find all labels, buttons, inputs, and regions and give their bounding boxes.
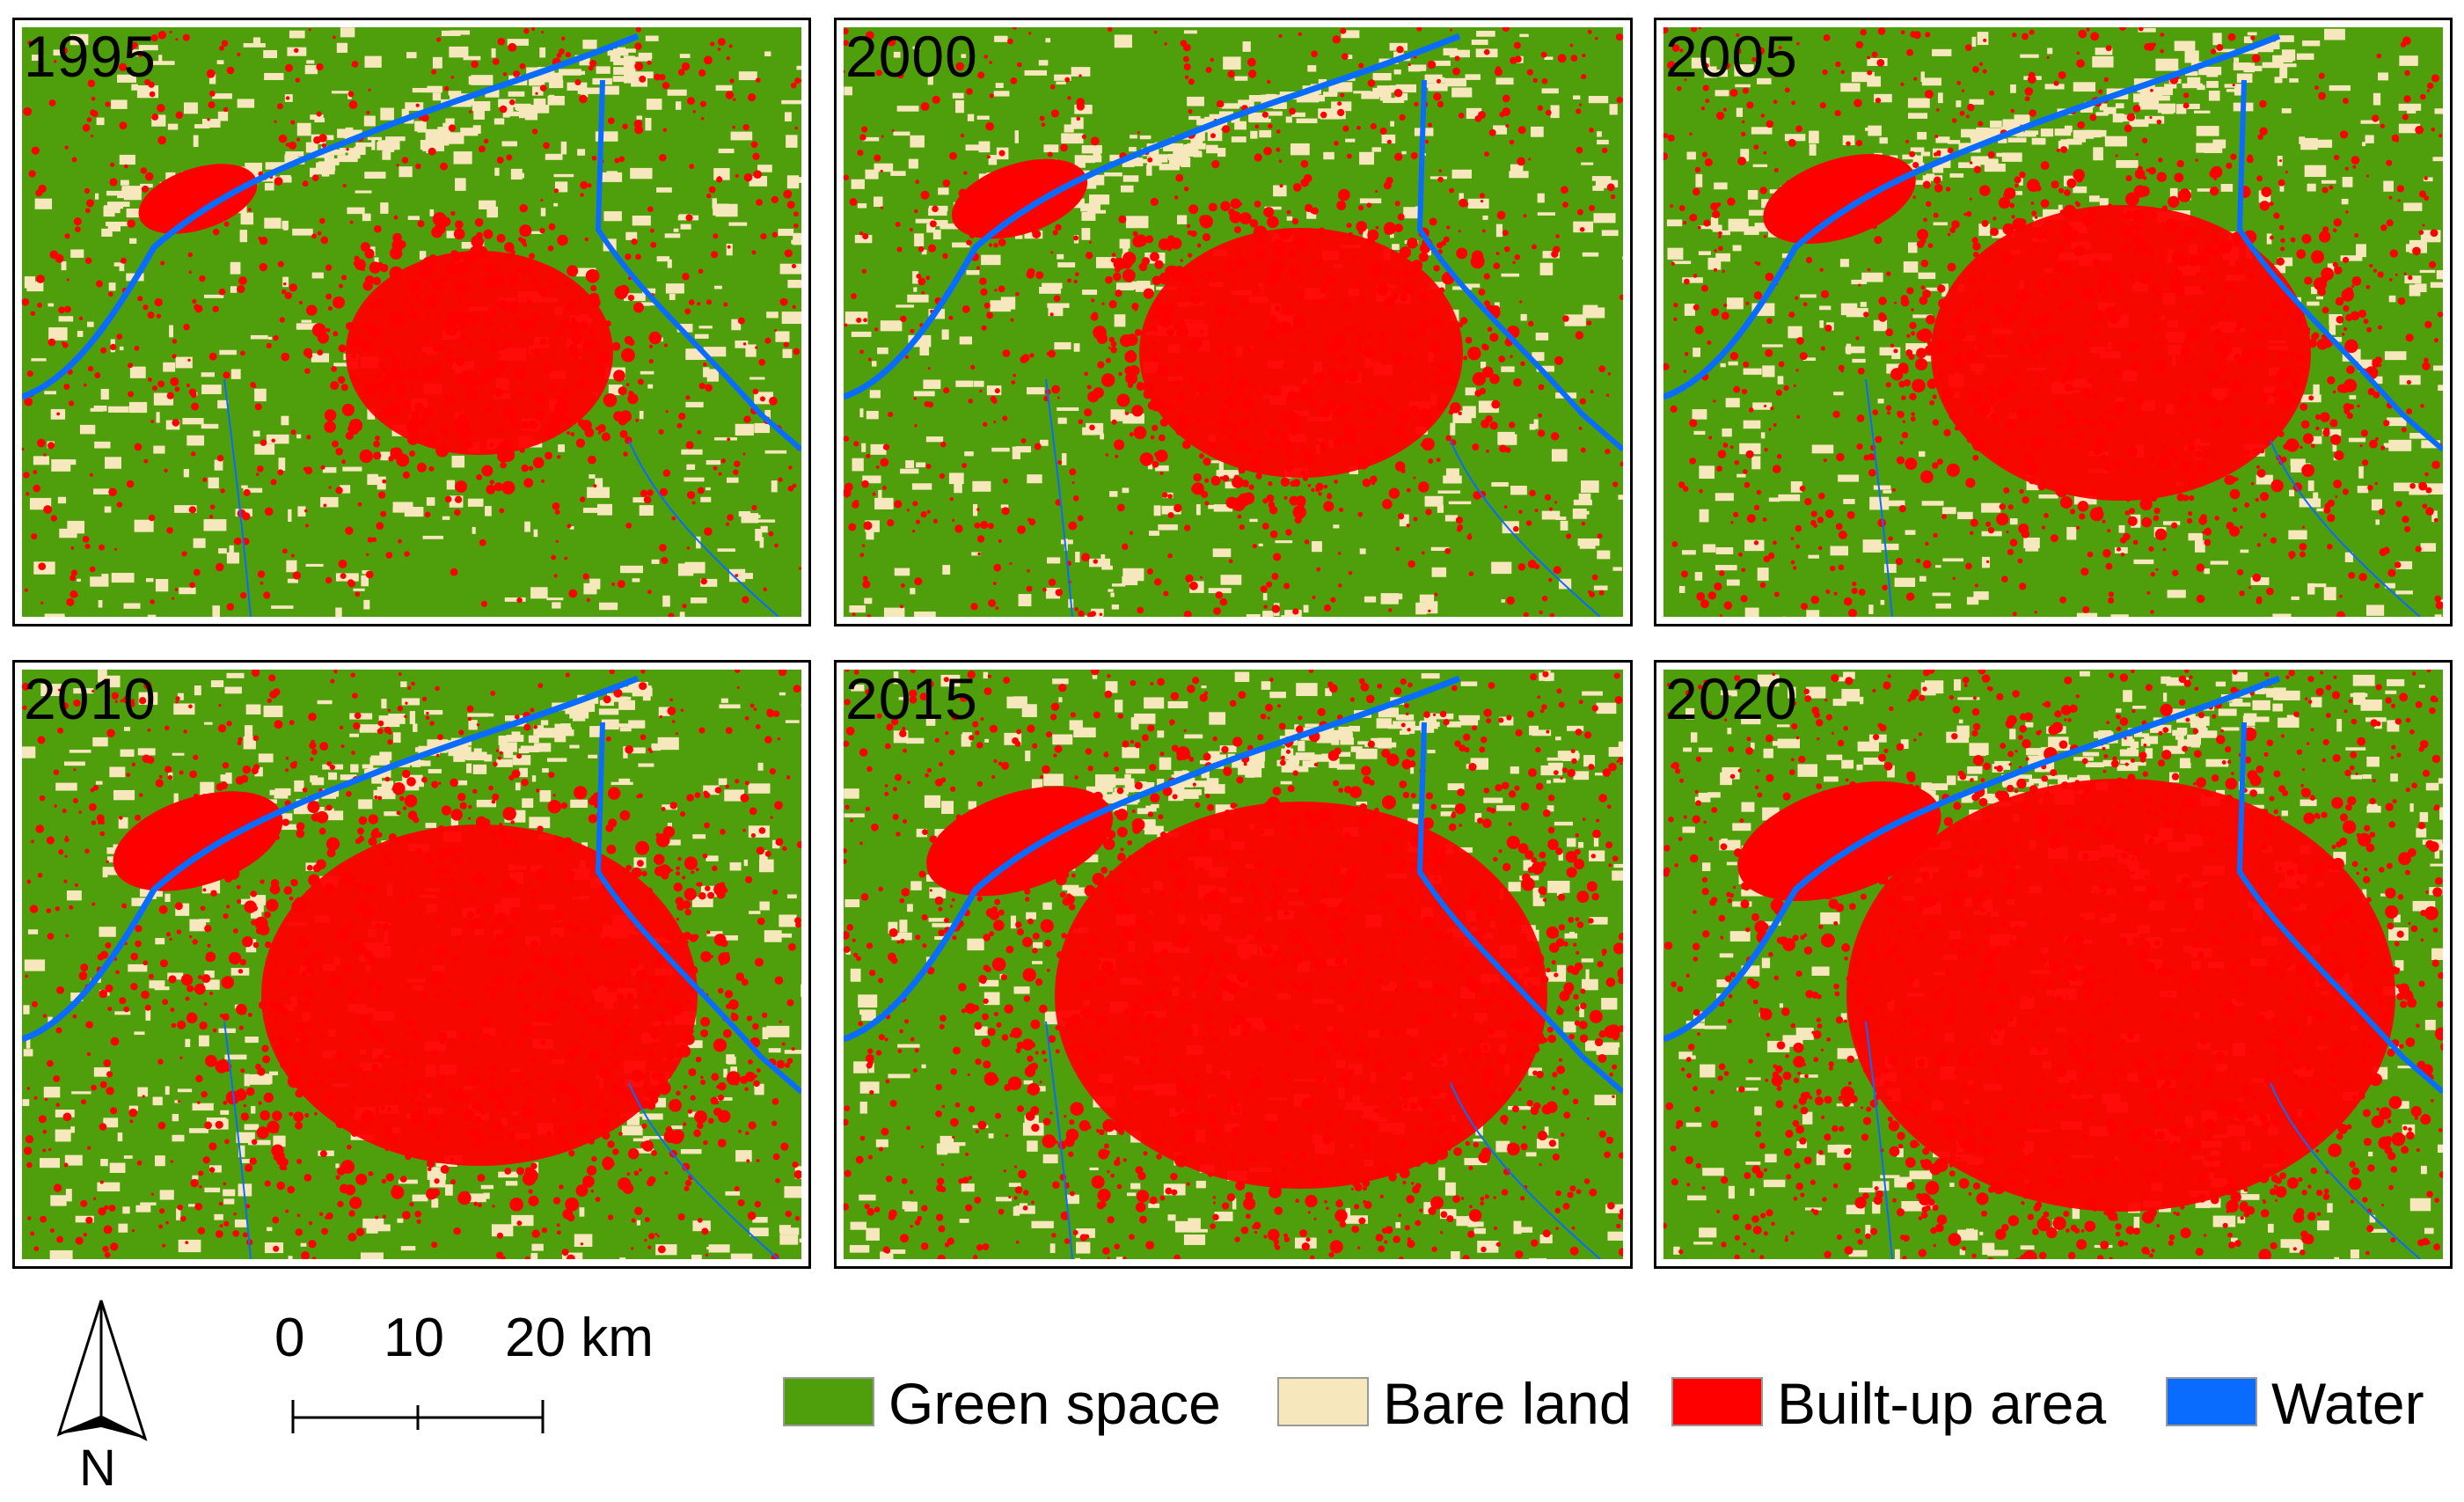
urban-core [951,158,1520,519]
scale-tick-label: 10 [384,1308,444,1368]
land-use-map [844,27,1623,617]
scale-tick-label: 20 km [505,1308,654,1368]
land-use-map [844,670,1623,1259]
scale-bar-line [291,1400,545,1433]
map-panel-2005: 2005 [1654,18,2453,626]
legend-label: Green space [888,1371,1221,1436]
legend-swatch [2166,1377,2257,1426]
built-up-scatter [22,27,801,617]
legend-label: Bare land [1383,1371,1632,1436]
water-bodies [22,675,801,1259]
north-arrow-icon [56,1300,148,1441]
scale-tick-label: 0 [274,1308,305,1368]
legend-label: Built-up area [1777,1371,2107,1436]
land-use-map [1663,670,2443,1259]
year-label: 2000 [845,24,978,89]
land-use-map [22,670,801,1259]
urban-core [138,164,662,495]
legend-swatch [1277,1377,1369,1426]
water-bodies [1663,33,2443,617]
year-label: 1995 [24,24,157,89]
water-bodies [844,33,1623,617]
map-panel-2020: 2020 [1654,660,2453,1269]
year-label: 2005 [1665,24,1798,89]
water-bodies [22,33,801,617]
urban-core [1737,703,2443,1259]
map-panel-1995: 1995 [12,18,811,626]
water-bodies [844,675,1623,1259]
legend-swatch [783,1377,874,1426]
year-label: 2020 [1665,666,1798,731]
year-label: 2010 [24,666,157,731]
water-bodies [1663,675,2443,1259]
legend-swatch [1671,1377,1763,1426]
north-label: N [79,1440,116,1497]
land-use-map [22,27,801,617]
urban-core [926,730,1623,1254]
legend-label: Water [2271,1371,2424,1436]
year-label: 2015 [845,666,978,731]
map-panel-2015: 2015 [834,660,1633,1269]
urban-core [113,776,764,1220]
land-use-map [1663,27,2443,617]
map-panel-2010: 2010 [12,660,811,1269]
bare-land-patches [24,27,801,617]
map-panel-2000: 2000 [834,18,1633,626]
built-up-scatter [22,670,801,1259]
urban-core [1763,153,2379,552]
